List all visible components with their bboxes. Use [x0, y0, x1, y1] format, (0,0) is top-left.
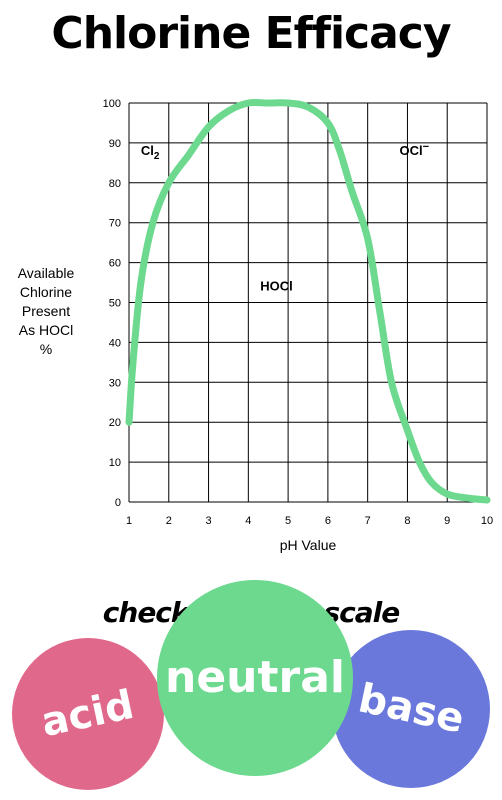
neutral-circle: neutral	[157, 580, 353, 776]
y-tick-label: 90	[109, 138, 121, 150]
x-tick-label: 1	[126, 515, 132, 527]
chart-grid	[128, 102, 488, 503]
hocl-curve	[125, 98, 491, 504]
x-axis-label: pH Value	[280, 537, 337, 553]
x-tick-label: 8	[404, 515, 410, 527]
x-tick-label: 3	[205, 515, 211, 527]
chart-title: Chlorine Efficacy	[51, 8, 451, 59]
y-tick-label: 20	[109, 417, 121, 429]
acid-circle: acid	[12, 638, 164, 790]
acid-label: acid	[37, 681, 139, 747]
region-label: OCl−	[399, 141, 429, 158]
x-tick-label: 9	[444, 515, 450, 527]
x-tick-label: 2	[166, 515, 172, 527]
region-label: Cl2	[141, 143, 160, 162]
x-tick-label: 10	[481, 515, 493, 527]
y-tick-label: 10	[109, 457, 121, 469]
base-circle: base	[332, 630, 490, 788]
y-tick-label: 40	[109, 337, 121, 349]
y-tick-label: 60	[109, 258, 121, 270]
base-label: base	[354, 675, 468, 743]
x-tick-label: 4	[245, 515, 251, 527]
x-tick-label: 6	[325, 515, 331, 527]
x-tick-label: 7	[365, 515, 371, 527]
y-tick-label: 80	[109, 178, 121, 190]
y-tick-label: 100	[103, 98, 121, 110]
region-label: HOCl	[260, 279, 293, 294]
chart-region-labels: Cl2 HOCl OCl−	[141, 141, 429, 294]
y-tick-label: 0	[115, 497, 121, 509]
y-tick-label: 50	[109, 298, 121, 310]
y-tick-label: 70	[109, 218, 121, 230]
x-tick-label: 5	[285, 515, 291, 527]
y-axis-label: Available Chlorine Present As HOCl %	[17, 265, 75, 357]
neutral-label: neutral	[165, 652, 345, 703]
y-tick-label: 30	[109, 377, 121, 389]
